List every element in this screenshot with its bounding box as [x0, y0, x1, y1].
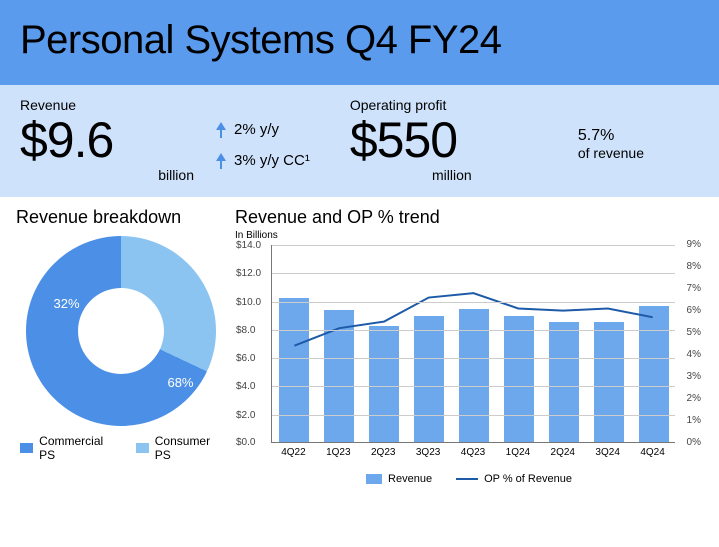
- swatch-commercial: [20, 443, 33, 453]
- op-value: $550: [350, 115, 560, 165]
- yoy-1-text: 2% y/y: [234, 121, 279, 138]
- op-pct-block: 5.7% of revenue: [570, 97, 644, 161]
- swatch-consumer: [136, 443, 149, 453]
- legend-op-line: OP % of Revenue: [456, 473, 572, 485]
- yoy-block: 2% y/y 3% y/y CC¹: [210, 97, 330, 169]
- revenue-unit: billion: [20, 167, 200, 183]
- trend-section: Revenue and OP % trend In Billions $0.0$…: [235, 207, 703, 485]
- legend-consumer: Consumer PS: [136, 434, 225, 462]
- x-label: 3Q24: [595, 447, 619, 458]
- donut-legend: Commercial PS Consumer PS: [16, 434, 225, 462]
- donut-commercial-pct: 68%: [167, 375, 193, 390]
- x-axis: 4Q22 1Q23 2Q23 3Q23 4Q23 1Q24 2Q24 3Q24 4Q24: [271, 443, 675, 457]
- arrow-up-icon: [216, 122, 226, 138]
- legend-revenue: Revenue: [366, 473, 432, 485]
- yoy-2-text: 3% y/y CC¹: [234, 152, 310, 169]
- donut-hole: [78, 288, 164, 374]
- page-title: Personal Systems Q4 FY24: [20, 18, 699, 63]
- x-label: 2Q23: [371, 447, 395, 458]
- revenue-value: $9.6: [20, 115, 200, 165]
- legend-bar-label: Revenue: [388, 473, 432, 485]
- metrics-row: Revenue $9.6 billion 2% y/y 3% y/y CC¹ O…: [0, 85, 719, 197]
- revenue-block: Revenue $9.6 billion: [20, 97, 200, 183]
- trend-chart: $0.0$2.0$4.0$6.0$8.0$10.0$12.0$14.00%1%2…: [271, 245, 675, 443]
- trend-unit: In Billions: [235, 230, 703, 241]
- trend-title: Revenue and OP % trend: [235, 207, 703, 228]
- revenue-label: Revenue: [20, 97, 200, 113]
- swatch-op-line: [456, 478, 478, 480]
- op-unit: million: [350, 167, 560, 183]
- x-label: 1Q23: [326, 447, 350, 458]
- op-pct-sub: of revenue: [578, 145, 644, 161]
- op-block: Operating profit $550 million: [350, 97, 560, 183]
- legend-commercial-label: Commercial PS: [39, 434, 117, 462]
- header: Personal Systems Q4 FY24: [0, 0, 719, 85]
- x-label: 4Q22: [281, 447, 305, 458]
- legend-consumer-label: Consumer PS: [155, 434, 225, 462]
- x-label: 2Q24: [551, 447, 575, 458]
- x-label: 3Q23: [416, 447, 440, 458]
- swatch-revenue: [366, 474, 382, 484]
- donut-title: Revenue breakdown: [16, 207, 225, 228]
- x-label: 4Q24: [640, 447, 664, 458]
- donut-chart: 32% 68%: [26, 236, 216, 426]
- op-line: [272, 245, 675, 442]
- arrow-up-icon: [216, 153, 226, 169]
- op-pct: 5.7%: [578, 127, 644, 145]
- donut-section: Revenue breakdown 32% 68% Commercial PS …: [16, 207, 225, 485]
- legend-commercial: Commercial PS: [20, 434, 118, 462]
- yoy-2: 3% y/y CC¹: [216, 152, 310, 169]
- legend-line-label: OP % of Revenue: [484, 473, 572, 485]
- x-label: 4Q23: [461, 447, 485, 458]
- x-label: 1Q24: [506, 447, 530, 458]
- yoy-1: 2% y/y: [216, 121, 310, 138]
- charts-row: Revenue breakdown 32% 68% Commercial PS …: [0, 197, 719, 493]
- donut-consumer-pct: 32%: [54, 296, 80, 311]
- trend-legend: Revenue OP % of Revenue: [235, 473, 703, 485]
- op-label: Operating profit: [350, 97, 560, 113]
